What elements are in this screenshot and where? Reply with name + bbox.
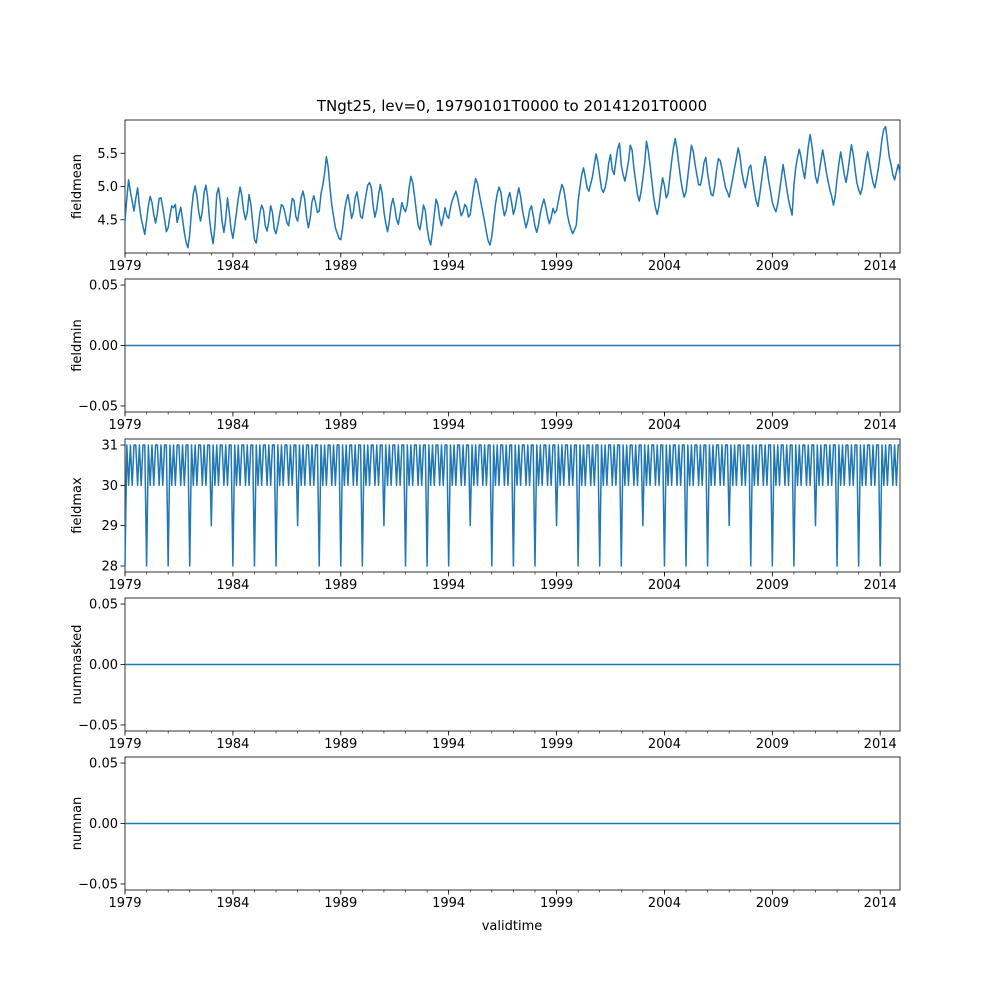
y-tick-label: 5.0 xyxy=(97,180,118,195)
x-tick-label: 1989 xyxy=(324,737,357,752)
x-tick-label: 1984 xyxy=(216,259,249,274)
x-tick-label: 1994 xyxy=(432,259,465,274)
x-tick-label: 1979 xyxy=(108,896,141,911)
x-tick-label: 1994 xyxy=(432,578,465,593)
y-tick-label: 28 xyxy=(101,559,118,574)
axes-frame xyxy=(124,119,901,254)
series-line-fieldmean xyxy=(124,125,901,249)
x-tick-label: 2009 xyxy=(756,259,789,274)
y-axis-label: fieldmax xyxy=(70,477,85,534)
y-tick-label: 0.05 xyxy=(89,598,118,613)
x-tick-label: 1984 xyxy=(216,896,249,911)
y-tick-label: −0.05 xyxy=(78,877,118,892)
x-tick-label: 2014 xyxy=(864,578,897,593)
x-tick-label: 1994 xyxy=(432,418,465,433)
y-tick-label: 29 xyxy=(101,519,118,534)
x-tick-label: 2014 xyxy=(864,418,897,433)
x-axis-label: validtime xyxy=(482,919,543,934)
x-tick-label: 1984 xyxy=(216,737,249,752)
x-tick-label: 2009 xyxy=(756,737,789,752)
x-tick-label: 1989 xyxy=(324,896,357,911)
y-tick-label: 5.5 xyxy=(97,147,118,162)
x-tick-label: 1999 xyxy=(540,578,573,593)
x-tick-label: 2009 xyxy=(756,418,789,433)
y-tick-label: 4.5 xyxy=(97,213,118,228)
x-tick-label: 1979 xyxy=(108,418,141,433)
panel-fieldmax: 1979 1984 1989 1994 1999 2004 2009 2014 28 29 30 31… xyxy=(70,438,901,593)
x-tick-label: 1999 xyxy=(540,418,573,433)
panel-fieldmin: 1979 1984 1989 1994 1999 2004 2009 2014 −0.05 0.0… xyxy=(70,279,901,433)
x-tick-label: 2004 xyxy=(648,259,681,274)
series-line-fieldmax xyxy=(124,444,900,567)
x-tick-label: 1984 xyxy=(216,418,249,433)
y-axis-label: nummasked xyxy=(70,625,85,705)
y-tick-label: 0.00 xyxy=(89,658,118,673)
panel-numnan: 1979 1984 1989 1994 1999 2004 2009 2014 −0.05 0.0… xyxy=(70,757,901,911)
figure-title: TNgt25, lev=0, 19790101T0000 to 20141201… xyxy=(316,97,707,115)
y-tick-label: 30 xyxy=(101,479,118,494)
x-tick-label: 1999 xyxy=(540,737,573,752)
panel-nummasked: 1979 1984 1989 1994 1999 2004 2009 2014 −0.05 0.0… xyxy=(70,598,901,752)
x-tick-label: 2014 xyxy=(864,259,897,274)
x-tick-label: 1989 xyxy=(324,259,357,274)
x-tick-label: 1994 xyxy=(432,896,465,911)
y-axis-label: fieldmean xyxy=(70,154,85,219)
y-tick-label: 0.05 xyxy=(89,279,118,294)
axes-frame xyxy=(124,438,901,573)
x-tick-label: 1999 xyxy=(540,259,573,274)
x-tick-label: 1989 xyxy=(324,578,357,593)
y-tick-label: 0.00 xyxy=(89,339,118,354)
x-tick-label: 1984 xyxy=(216,578,249,593)
x-tick-label: 1979 xyxy=(108,737,141,752)
x-tick-label: 2009 xyxy=(756,896,789,911)
y-tick-label: 31 xyxy=(101,439,118,454)
y-tick-label: −0.05 xyxy=(78,399,118,414)
x-tick-label: 2004 xyxy=(648,737,681,752)
y-tick-label: 0.00 xyxy=(89,817,118,832)
x-tick-label: 1989 xyxy=(324,418,357,433)
x-tick-label: 2014 xyxy=(864,737,897,752)
x-tick-label: 2004 xyxy=(648,418,681,433)
x-tick-label: 1999 xyxy=(540,896,573,911)
y-axis-label: fieldmin xyxy=(70,319,85,372)
y-tick-label: 0.05 xyxy=(89,757,118,772)
x-tick-label: 2004 xyxy=(648,578,681,593)
y-axis-label: numnan xyxy=(70,797,85,851)
x-tick-label: 1994 xyxy=(432,737,465,752)
x-tick-label: 1979 xyxy=(108,578,141,593)
x-tick-label: 2004 xyxy=(648,896,681,911)
x-tick-label: 2009 xyxy=(756,578,789,593)
x-tick-label: 1979 xyxy=(108,259,141,274)
y-tick-label: −0.05 xyxy=(78,718,118,733)
x-tick-label: 2014 xyxy=(864,896,897,911)
panel-fieldmean: 1979 1984 1989 1994 1999 2004 2009 2014 4.5 5.0 5.… xyxy=(70,119,901,274)
